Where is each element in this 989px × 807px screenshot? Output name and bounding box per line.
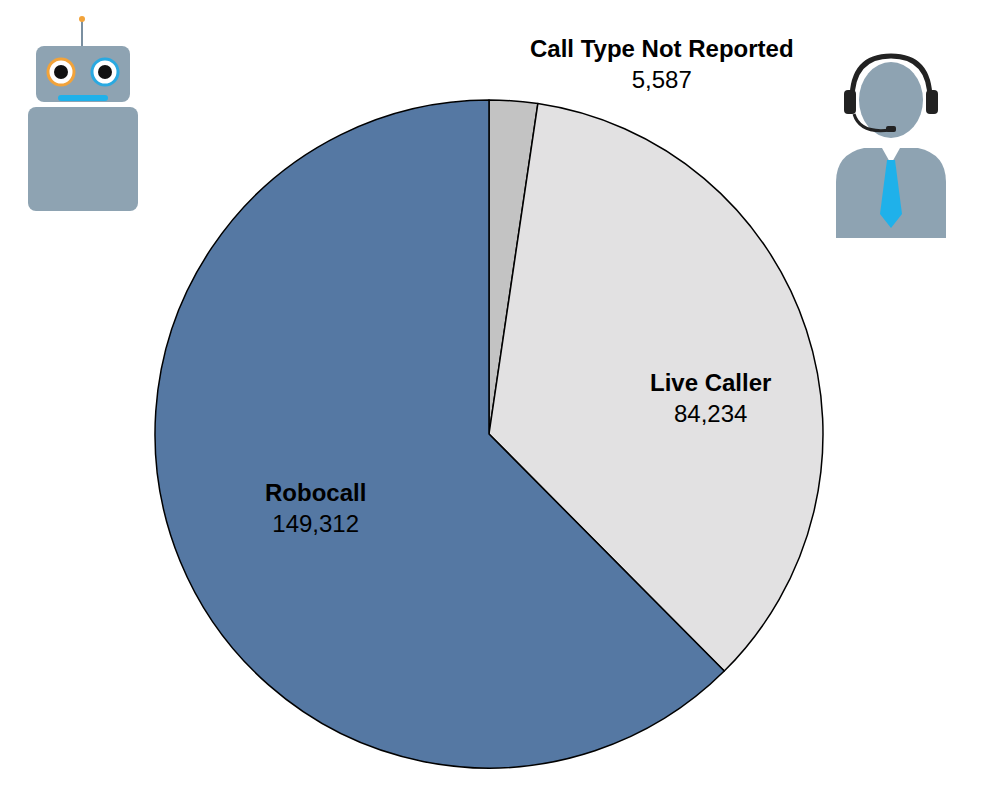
svg-text:Live Caller84,234: Live Caller84,234 bbox=[650, 369, 771, 427]
svg-text:Call Type Not Reported5,587: Call Type Not Reported5,587 bbox=[530, 35, 794, 93]
svg-text:Robocall149,312: Robocall149,312 bbox=[265, 479, 366, 537]
